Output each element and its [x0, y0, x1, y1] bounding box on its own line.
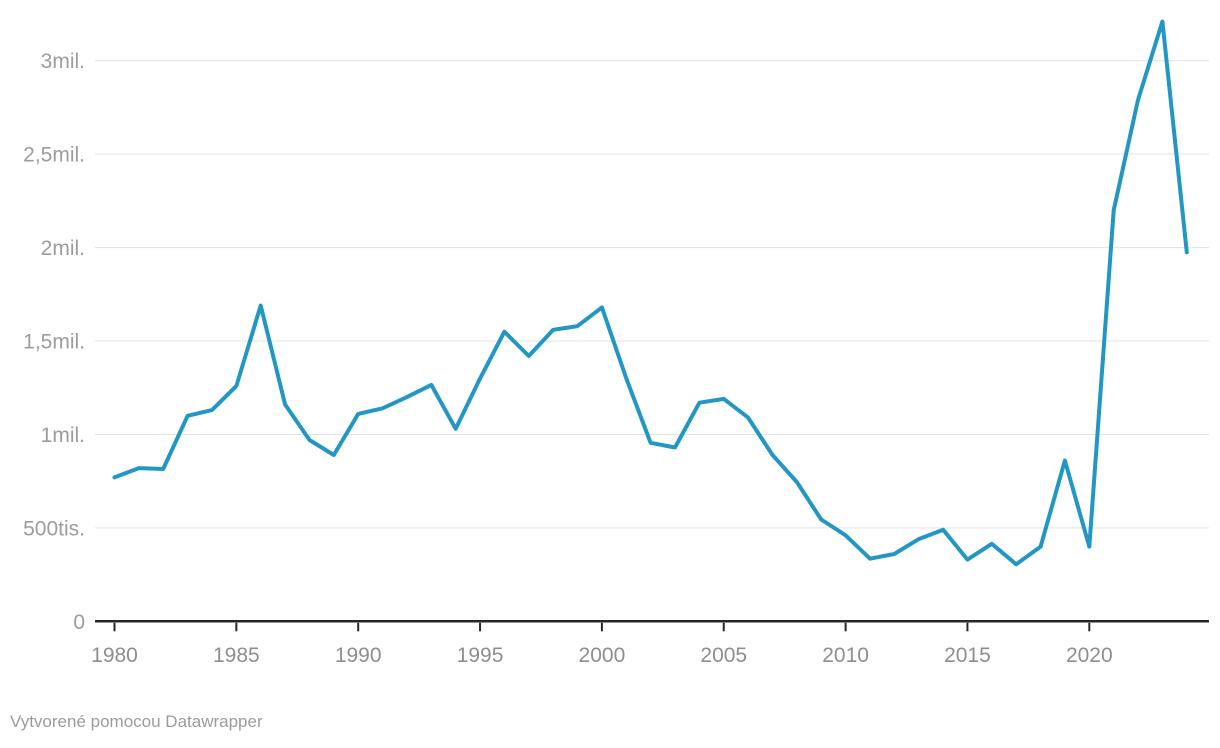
y-axis-tick-label: 2,5mil. [23, 144, 85, 167]
y-axis-tick-label: 500tis. [23, 517, 85, 540]
x-axis-tick-label: 2020 [1066, 644, 1113, 667]
x-axis-tick-label: 2005 [700, 644, 747, 667]
x-axis-tick-label: 1980 [91, 644, 138, 667]
x-axis-tick-label: 2015 [944, 644, 991, 667]
y-axis-tick-label: 3mil. [41, 50, 85, 73]
y-axis-tick-label: 1,5mil. [23, 331, 85, 354]
x-axis-tick-label: 1985 [213, 644, 260, 667]
y-axis-tick-label: 0 [73, 611, 85, 634]
x-axis-tick-label: 1995 [457, 644, 504, 667]
y-axis-tick-label: 2mil. [41, 237, 85, 260]
datawrapper-attribution: Vytvorené pomocou Datawrapper [10, 712, 263, 731]
data-line-series [112, 19, 1189, 567]
x-axis-tick-label: 1990 [335, 644, 382, 667]
x-axis-tick-label: 2000 [579, 644, 626, 667]
y-axis-tick-label: 1mil. [41, 424, 85, 447]
x-axis-tick-label: 2010 [822, 644, 869, 667]
